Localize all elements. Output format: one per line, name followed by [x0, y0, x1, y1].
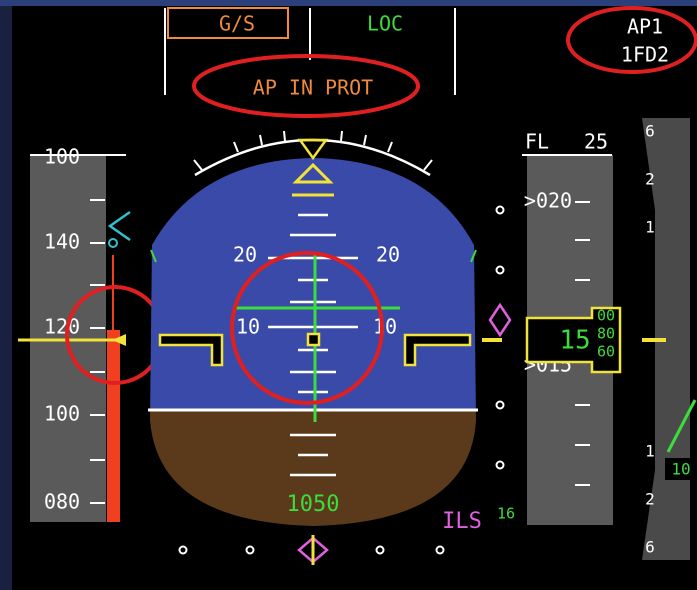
radio-altitude: 1050: [287, 492, 340, 517]
vs-label: 2: [645, 490, 655, 509]
fma-loc: LOC: [367, 12, 403, 36]
fma-warning: AP IN PROT: [253, 76, 373, 100]
speed-label: 100: [44, 145, 80, 169]
alt-window-digit: 80: [597, 325, 615, 343]
pfd-screen: G/S LOC AP IN PROT AP1 1FD2 100 140 120 …: [0, 0, 697, 590]
altitude-tape: FL 25 >020 >015 15 00 80 60: [522, 130, 620, 526]
pitch-label: 10: [373, 315, 397, 339]
speed-label: 140: [44, 230, 80, 254]
vs-label: 6: [645, 538, 655, 557]
alt-window-digit: 60: [597, 343, 615, 361]
top-border: [0, 0, 697, 6]
ils-label: ILS: [442, 509, 482, 534]
pitch-label: 20: [233, 243, 257, 267]
fma-gs: G/S: [219, 12, 255, 36]
fma-fd: 1FD2: [621, 43, 669, 67]
roll-ticks-part: [284, 131, 285, 141]
alt-label: >020: [524, 189, 572, 213]
pitch-label: 10: [236, 315, 260, 339]
vls-bar: [107, 330, 120, 522]
fl-label: FL: [525, 130, 549, 154]
vs-label: 1: [645, 218, 655, 237]
vs-label: 1: [645, 442, 655, 461]
aircraft-center: [308, 334, 319, 345]
vs-label: 2: [645, 170, 655, 189]
alt-window-value: 15: [559, 326, 590, 356]
alt-window-digit: 00: [597, 307, 615, 325]
vs-scale: 6 2 1 1 2 6 10: [642, 118, 697, 560]
fl-value: 25: [584, 130, 608, 154]
vs-value: 10: [671, 460, 690, 479]
roll-ticks-part: [341, 131, 342, 141]
vs-label: 6: [645, 122, 655, 141]
left-border: [0, 0, 12, 590]
pitch-label: 20: [376, 243, 400, 267]
speed-label: 080: [44, 490, 80, 514]
speed-label: 100: [44, 402, 80, 426]
speed-label: 120: [44, 315, 80, 339]
ils-course: 16: [497, 505, 515, 523]
fma-ap: AP1: [627, 15, 663, 39]
